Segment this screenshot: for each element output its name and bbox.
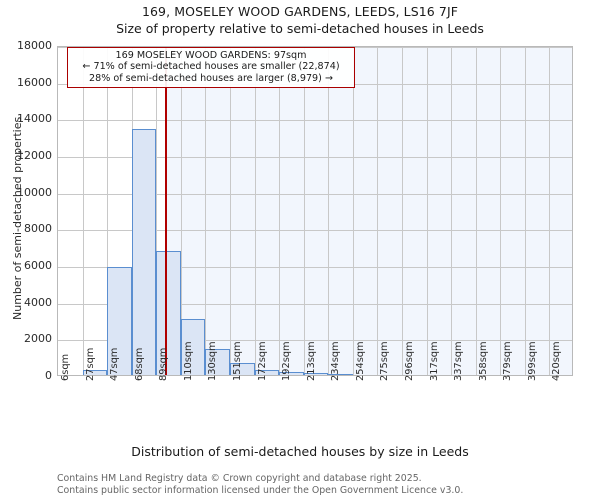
x-axis-tick-label: 151sqm: [232, 341, 243, 381]
gridline-vertical: [230, 47, 231, 375]
x-axis-tick-label: 110sqm: [182, 341, 194, 381]
y-axis-tick-label: 0: [45, 369, 52, 382]
x-axis-tick-label: 275sqm: [379, 341, 391, 381]
x-axis-tick-label: 254sqm: [354, 341, 366, 381]
gridline-vertical: [156, 47, 158, 375]
gridline-vertical: [279, 47, 281, 375]
x-axis-label: Distribution of semi-detached houses by …: [131, 444, 469, 459]
gridline-vertical: [500, 47, 502, 375]
y-axis-tick-label: 16000: [17, 75, 52, 89]
y-axis-tick-label: 10000: [17, 185, 52, 199]
x-axis-tick-label: 130sqm: [207, 341, 219, 381]
gridline-vertical: [377, 47, 379, 375]
gridline-horizontal: [58, 230, 572, 232]
y-axis-tick-label: 14000: [17, 112, 52, 126]
x-axis-tick-label: 213sqm: [305, 341, 317, 381]
x-axis-tick-label: 47sqm: [109, 347, 121, 381]
x-axis-tick-label: 234sqm: [330, 341, 342, 381]
histogram-bar: [131, 129, 157, 375]
x-axis-tick-label: 6sqm: [60, 353, 71, 381]
gridline-vertical: [451, 47, 453, 375]
y-axis-label: Number of semi-detached properties: [11, 116, 24, 320]
histogram-bar: [279, 372, 304, 375]
x-axis-tick-label: 399sqm: [526, 341, 538, 381]
gridline-vertical: [524, 47, 526, 375]
gridline-horizontal: [58, 120, 572, 122]
gridline-vertical: [352, 47, 354, 375]
y-axis-tick-label: 12000: [17, 149, 52, 162]
x-axis-tick-label: 358sqm: [477, 341, 489, 381]
gridline-vertical: [205, 47, 207, 375]
gridline-horizontal: [58, 303, 572, 305]
gridline-vertical: [107, 47, 109, 375]
histogram-bar: [303, 373, 329, 375]
x-axis-tick-label: 172sqm: [256, 341, 268, 381]
gridline-vertical: [254, 47, 256, 375]
footer-line-2: Contains public sector information licen…: [57, 484, 464, 496]
gridline-vertical: [328, 47, 330, 375]
gridline-vertical: [475, 47, 477, 375]
x-axis-tick-label: 68sqm: [133, 347, 145, 381]
histogram-bar: [254, 369, 280, 375]
page-subtitle: Size of property relative to semi-detach…: [116, 21, 484, 36]
y-axis-tick-label: 6000: [24, 259, 52, 272]
gridline-horizontal: [58, 340, 572, 342]
gridline-vertical: [426, 47, 428, 375]
y-axis-tick-label: 8000: [24, 222, 52, 236]
gridline-horizontal: [58, 193, 572, 195]
x-axis-tick-label: 379sqm: [502, 341, 514, 381]
property-size-marker-line: [164, 47, 167, 375]
x-axis-tick-label: 89sqm: [158, 347, 170, 381]
y-axis-tick-label: 18000: [17, 39, 52, 52]
y-axis-tick-label: 4000: [24, 295, 52, 309]
annotation-line-2: ← 71% of semi-detached houses are smalle…: [82, 61, 340, 73]
histogram-bar: [82, 369, 108, 375]
x-axis-tick-label: 337sqm: [453, 341, 465, 381]
gridline-vertical: [82, 47, 84, 375]
annotation-line-1: 169 MOSELEY WOOD GARDENS: 97sqm: [115, 50, 307, 61]
footer-attribution: Contains HM Land Registry data © Crown c…: [57, 473, 463, 496]
larger-region-shading: [165, 47, 572, 375]
gridline-vertical: [180, 47, 182, 375]
x-axis-tick-label: 192sqm: [281, 341, 293, 381]
x-axis-tick-label: 27sqm: [84, 347, 96, 381]
annotation-line-3: 28% of semi-detached houses are larger (…: [89, 72, 333, 84]
histogram-bar: [156, 251, 181, 375]
footer-line-1: Contains HM Land Registry data © Crown c…: [57, 473, 422, 484]
y-axis-ticks: 0 2000 4000 6000 8000 10000 12000 14000 16000 180…: [0, 0, 52, 500]
x-axis-tick-label: 296sqm: [404, 341, 415, 381]
histogram-bar: [230, 362, 255, 375]
property-annotation-box: 169 MOSELEY WOOD GARDENS: 97sqm ← 71% of…: [67, 47, 355, 89]
histogram-bar: [180, 319, 206, 375]
y-axis-tick-label: 2000: [24, 332, 52, 346]
gridline-vertical: [402, 47, 403, 375]
histogram-bar: [328, 374, 353, 375]
histogram-bar: [205, 348, 230, 375]
plot-area: [57, 46, 573, 376]
gridline-horizontal: [58, 267, 572, 268]
gridline-vertical: [303, 47, 305, 375]
gridline-vertical: [549, 47, 551, 375]
x-axis-tick-label: 317sqm: [428, 341, 440, 381]
histogram-bar: [107, 266, 132, 375]
x-axis-tick-label: 420sqm: [551, 341, 563, 381]
page-title: 169, MOSELEY WOOD GARDENS, LEEDS, LS16 7…: [141, 4, 459, 19]
gridline-horizontal: [58, 157, 572, 158]
